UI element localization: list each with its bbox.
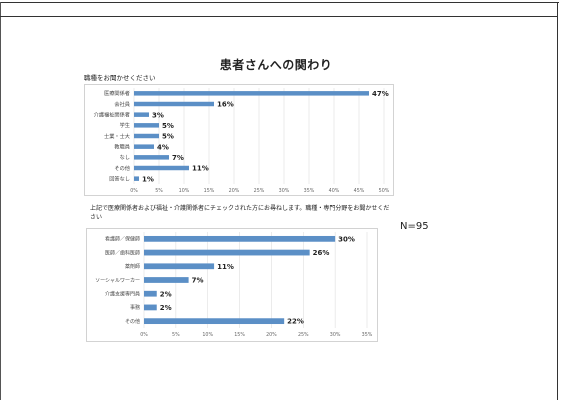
category-label: ソーシャルワーカー xyxy=(95,278,140,284)
data-label: 5% xyxy=(162,122,174,130)
x-tick-label: 35% xyxy=(362,332,373,338)
data-label: 3% xyxy=(152,111,164,119)
data-label: 2% xyxy=(160,290,172,298)
x-tick-label: 0% xyxy=(140,332,148,338)
bar xyxy=(134,123,159,128)
category-label: 薬剤師 xyxy=(125,263,140,270)
bar xyxy=(134,155,169,160)
frame-top-border xyxy=(0,2,559,3)
x-tick-label: 20% xyxy=(266,332,277,338)
category-label: 介護福祉関係者 xyxy=(94,110,130,118)
bar xyxy=(134,133,159,139)
category-label: 事務 xyxy=(130,304,140,311)
chart2-question: 上記で医療関係者および福祉・介護関係者にチェックされた方にお尋ねします。職種・専… xyxy=(90,205,390,221)
frame-header-line xyxy=(0,16,557,17)
x-tick-label: 50% xyxy=(379,188,390,194)
x-tick-label: 25% xyxy=(254,188,265,194)
data-label: 5% xyxy=(162,133,174,141)
data-label: 30% xyxy=(338,235,355,243)
bar xyxy=(134,112,149,117)
data-label: 7% xyxy=(192,277,204,285)
category-label: 会社員 xyxy=(114,100,130,108)
sample-size-note: N=95 xyxy=(400,221,429,232)
bar xyxy=(134,101,214,107)
bar xyxy=(144,235,336,242)
bar xyxy=(134,144,154,149)
category-label: 教職員 xyxy=(114,142,130,150)
x-tick-label: 15% xyxy=(204,188,215,194)
data-label: 7% xyxy=(172,154,184,162)
x-tick-label: 10% xyxy=(179,188,190,194)
data-label: 26% xyxy=(313,249,330,257)
category-label: 介護支援専門員 xyxy=(105,291,140,298)
category-label: 回答なし xyxy=(109,174,130,182)
chart-border xyxy=(84,84,394,196)
chart1-question: 職種をお聞かせください xyxy=(84,74,156,82)
x-tick-label: 35% xyxy=(304,188,315,194)
x-tick-label: 5% xyxy=(155,188,163,194)
bar xyxy=(144,277,189,283)
x-tick-label: 45% xyxy=(354,188,365,194)
category-label: 看護師／保健師 xyxy=(105,236,140,243)
data-label: 47% xyxy=(372,90,389,98)
category-label: 士業・士大 xyxy=(104,132,130,140)
category-label: その他 xyxy=(125,318,140,325)
chart-specialty: 0% 5% 10% 15% 20% 25% 30% 35% 看護師／保健師 30% 医師／歯科医師 2… xyxy=(86,228,378,342)
x-tick-label: 15% xyxy=(234,332,245,338)
bar xyxy=(144,249,310,256)
bar xyxy=(144,304,157,311)
chart-occupation: 0% 5% 10% 15% 20% 25% 30% 35% 40% 45% 50% 医療関係者 47% 会… xyxy=(84,84,394,196)
category-label: なし xyxy=(120,154,130,161)
x-tick-label: 30% xyxy=(279,188,290,194)
data-label: 2% xyxy=(160,304,172,312)
x-tick-label: 5% xyxy=(172,332,180,338)
data-label: 11% xyxy=(217,263,234,271)
data-label: 11% xyxy=(192,165,209,173)
x-tick-label: 40% xyxy=(329,188,340,194)
data-label: 1% xyxy=(142,175,154,183)
x-tick-label: 25% xyxy=(298,332,309,338)
frame-left-border xyxy=(0,2,1,400)
data-label: 16% xyxy=(217,101,234,109)
category-label: 医師／歯科医師 xyxy=(105,249,140,256)
category-label: 医療関係者 xyxy=(104,89,130,97)
data-label: 4% xyxy=(157,143,169,151)
bar xyxy=(144,263,215,270)
bar xyxy=(144,318,285,325)
bar xyxy=(134,176,139,181)
frame-right-border xyxy=(557,2,558,400)
data-label: 22% xyxy=(287,318,304,326)
category-label: 学生 xyxy=(120,121,130,129)
page-title: 患者さんへの関わり xyxy=(219,58,333,72)
x-tick-label: 0% xyxy=(130,188,138,194)
x-tick-label: 20% xyxy=(229,188,240,194)
category-label: その他 xyxy=(114,164,130,172)
x-tick-label: 30% xyxy=(330,332,341,338)
x-tick-label: 10% xyxy=(202,332,213,338)
bar xyxy=(134,165,189,171)
bar xyxy=(144,290,157,297)
bar xyxy=(134,91,369,96)
